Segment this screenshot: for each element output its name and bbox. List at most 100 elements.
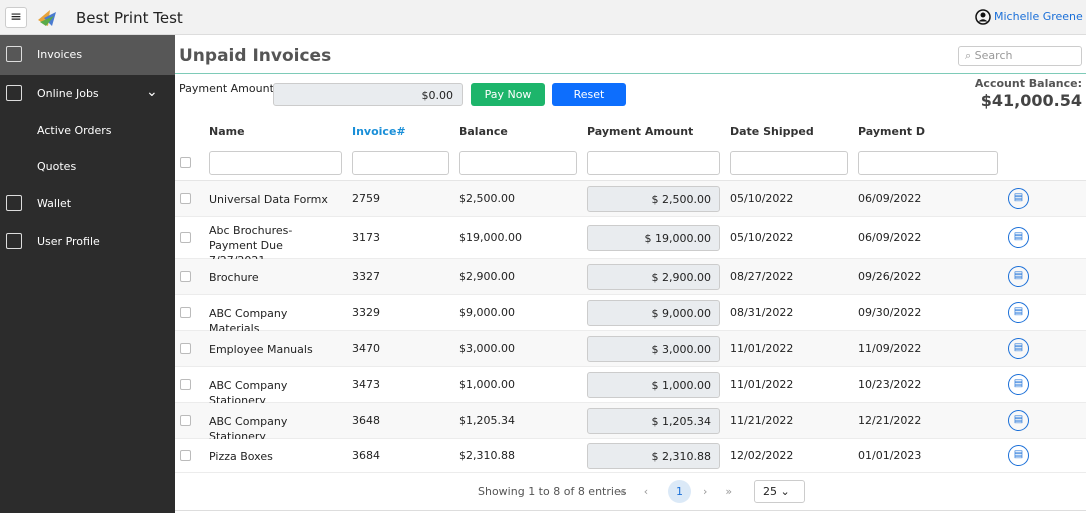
cell: 3470 bbox=[352, 342, 380, 355]
column-header[interactable]: Payment Amount bbox=[587, 125, 694, 138]
payment-amount: $ 1,000.00 bbox=[651, 379, 711, 392]
payment-amount: $ 3,000.00 bbox=[651, 343, 711, 356]
reset-button[interactable]: Reset bbox=[552, 83, 626, 106]
cell: 3173 bbox=[352, 231, 380, 244]
filter-input[interactable] bbox=[459, 151, 577, 175]
cell: 11/01/2022 bbox=[730, 378, 794, 391]
payment-amount: $ 2,500.00 bbox=[651, 193, 711, 206]
view-icon[interactable]: ▤ bbox=[1008, 374, 1029, 395]
menu-button[interactable]: ≡ bbox=[5, 7, 27, 28]
user-name: Michelle Greene bbox=[994, 10, 1083, 23]
row-checkbox[interactable] bbox=[180, 450, 191, 461]
pay-now-button[interactable]: Pay Now bbox=[471, 83, 545, 106]
payment-amount-input[interactable]: $0.00 bbox=[273, 83, 463, 106]
sidebar-item[interactable]: User Profile bbox=[37, 235, 100, 248]
cell: Brochure bbox=[209, 271, 259, 284]
filter-input[interactable] bbox=[858, 151, 998, 175]
sidebar-item[interactable]: Quotes bbox=[37, 160, 77, 173]
cell: $2,310.88 bbox=[459, 449, 515, 462]
payment-input[interactable]: $ 3,000.00 bbox=[587, 336, 720, 362]
payment-input[interactable]: $ 1,205.34 bbox=[587, 408, 720, 434]
column-header[interactable]: Date Shipped bbox=[730, 125, 814, 138]
row-checkbox[interactable] bbox=[180, 271, 191, 282]
sidebar-icon bbox=[6, 233, 22, 249]
search-input[interactable]: ⌕ Search bbox=[958, 46, 1082, 66]
sidebar-icon bbox=[6, 85, 22, 101]
view-icon[interactable]: ▤ bbox=[1008, 302, 1029, 323]
header bbox=[0, 0, 1086, 35]
cell: Pizza Boxes bbox=[209, 450, 273, 463]
row-checkbox[interactable] bbox=[180, 379, 191, 390]
page-size: 25 bbox=[763, 485, 777, 498]
cell: 3684 bbox=[352, 449, 380, 462]
page-size-select[interactable]: 25 ⌄ bbox=[754, 480, 805, 503]
view-icon[interactable]: ▤ bbox=[1008, 188, 1029, 209]
row-checkbox[interactable] bbox=[180, 343, 191, 354]
view-icon[interactable]: ▤ bbox=[1008, 338, 1029, 359]
view-icon[interactable]: ▤ bbox=[1008, 445, 1029, 466]
cell: 09/30/2022 bbox=[858, 306, 922, 319]
column-header[interactable]: Balance bbox=[459, 125, 508, 138]
sidebar-item[interactable]: Online Jobs bbox=[37, 87, 99, 100]
payment-amount-label: Payment Amount bbox=[179, 82, 274, 95]
row-checkbox[interactable] bbox=[180, 232, 191, 243]
sidebar-item[interactable]: Invoices bbox=[37, 48, 83, 61]
logo bbox=[38, 10, 56, 26]
pagination-prev[interactable]: «‹ bbox=[619, 485, 667, 498]
cell: 3473 bbox=[352, 378, 380, 391]
view-icon[interactable]: ▤ bbox=[1008, 410, 1029, 431]
cell: Employee Manuals bbox=[209, 343, 313, 356]
cell: 2759 bbox=[352, 192, 380, 205]
account-balance-label: Account Balance: bbox=[974, 77, 1082, 90]
view-icon[interactable]: ▤ bbox=[1008, 227, 1029, 248]
cell: 09/26/2022 bbox=[858, 270, 922, 283]
header-checkbox[interactable] bbox=[180, 157, 191, 168]
page-title: Unpaid Invoices bbox=[179, 46, 332, 66]
payment-input[interactable]: $ 9,000.00 bbox=[587, 300, 720, 326]
sidebar-item[interactable]: Wallet bbox=[37, 197, 72, 210]
cell: 12/21/2022 bbox=[858, 414, 922, 427]
cell: $9,000.00 bbox=[459, 306, 515, 319]
sidebar bbox=[0, 35, 175, 513]
payment-input[interactable]: $ 19,000.00 bbox=[587, 225, 720, 251]
divider bbox=[175, 73, 1086, 74]
cell: 3327 bbox=[352, 270, 380, 283]
user-menu[interactable]: Michelle Greene ▾ bbox=[994, 10, 1086, 23]
filter-input[interactable] bbox=[352, 151, 449, 175]
payment-amount: $ 2,310.88 bbox=[651, 450, 711, 463]
filter-input[interactable] bbox=[587, 151, 720, 175]
payment-input[interactable]: $ 2,900.00 bbox=[587, 264, 720, 290]
filter-input[interactable] bbox=[730, 151, 848, 175]
payment-input[interactable]: $ 2,310.88 bbox=[587, 443, 720, 469]
user-icon bbox=[975, 9, 991, 25]
cell: Universal Data Formx bbox=[209, 193, 328, 206]
sidebar-item[interactable]: Active Orders bbox=[37, 124, 112, 137]
row-checkbox[interactable] bbox=[180, 193, 191, 204]
footer-line bbox=[175, 510, 1086, 511]
chevron[interactable]: ⌄ bbox=[146, 84, 158, 100]
cell: 11/01/2022 bbox=[730, 342, 794, 355]
column-header[interactable]: Payment D bbox=[858, 125, 925, 138]
payment-input[interactable]: $ 1,000.00 bbox=[587, 372, 720, 398]
table-line bbox=[175, 180, 1086, 181]
cell: 12/02/2022 bbox=[730, 449, 794, 462]
active-item-bg bbox=[0, 35, 175, 75]
column-header[interactable]: Name bbox=[209, 125, 245, 138]
app-title: Best Print Test bbox=[76, 9, 183, 27]
filter-input[interactable] bbox=[209, 151, 342, 175]
pagination-summary: Showing 1 to 8 of 8 entries bbox=[478, 485, 627, 498]
cell: 11/21/2022 bbox=[730, 414, 794, 427]
row-checkbox[interactable] bbox=[180, 307, 191, 318]
row-checkbox[interactable] bbox=[180, 415, 191, 426]
pagination-next[interactable]: ›» bbox=[703, 485, 751, 498]
payment-input[interactable]: $ 2,500.00 bbox=[587, 186, 720, 212]
cell: 06/09/2022 bbox=[858, 231, 922, 244]
payment-amount: $ 2,900.00 bbox=[651, 271, 711, 284]
cell: 05/10/2022 bbox=[730, 192, 794, 205]
cell: 08/27/2022 bbox=[730, 270, 794, 283]
view-icon[interactable]: ▤ bbox=[1008, 266, 1029, 287]
sidebar-icon bbox=[6, 195, 22, 211]
column-header[interactable]: Invoice# bbox=[352, 125, 406, 138]
current-page[interactable]: 1 bbox=[668, 480, 691, 503]
